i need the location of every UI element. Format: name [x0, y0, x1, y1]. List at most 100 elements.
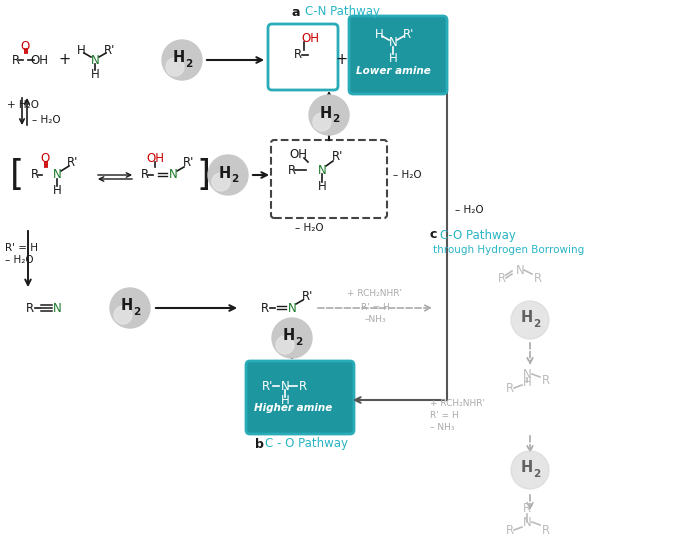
Text: R: R: [542, 523, 550, 536]
Text: N: N: [523, 516, 532, 528]
Circle shape: [166, 58, 184, 76]
Text: N: N: [53, 168, 62, 181]
Text: H: H: [173, 50, 185, 66]
Text: H: H: [320, 106, 332, 121]
Text: c: c: [430, 229, 438, 242]
Circle shape: [110, 288, 150, 328]
Text: R: R: [506, 523, 514, 536]
Text: N: N: [516, 264, 525, 277]
Text: R': R': [67, 156, 79, 168]
Text: R': R': [332, 151, 344, 163]
Text: C - O Pathway: C - O Pathway: [265, 437, 348, 450]
Text: H: H: [375, 27, 384, 41]
Text: H: H: [283, 328, 295, 344]
Text: R': R': [403, 27, 414, 41]
Text: R' = H: R' = H: [5, 243, 38, 253]
Circle shape: [511, 301, 549, 339]
Text: N: N: [281, 380, 289, 392]
Text: – H₂O: – H₂O: [5, 255, 34, 265]
FancyBboxPatch shape: [268, 24, 338, 90]
Text: C-O Pathway: C-O Pathway: [440, 229, 516, 242]
Text: 2: 2: [534, 469, 540, 479]
Text: R': R': [184, 157, 195, 169]
Text: – H₂O: – H₂O: [393, 170, 422, 180]
Text: N: N: [169, 168, 177, 181]
Text: N: N: [53, 301, 62, 315]
Text: R: R: [534, 271, 542, 284]
Text: –NH₃: –NH₃: [364, 316, 386, 324]
Text: R: R: [12, 54, 20, 66]
FancyBboxPatch shape: [246, 361, 354, 434]
Text: a: a: [292, 5, 300, 19]
FancyBboxPatch shape: [271, 140, 387, 218]
Text: R': R': [104, 44, 116, 58]
Text: R': R': [302, 289, 314, 302]
Text: R: R: [294, 49, 302, 61]
Text: R: R: [506, 381, 514, 395]
Text: H: H: [523, 375, 532, 389]
Circle shape: [515, 318, 532, 335]
Circle shape: [276, 336, 294, 354]
Text: O: O: [21, 39, 29, 53]
Text: R: R: [31, 168, 39, 181]
Text: +: +: [59, 53, 71, 67]
Text: 2: 2: [186, 59, 192, 69]
Text: 2: 2: [232, 174, 238, 184]
Circle shape: [114, 306, 132, 324]
Text: + RCH₂NHR': + RCH₂NHR': [347, 289, 403, 299]
Text: R: R: [299, 380, 307, 392]
Text: 2: 2: [332, 114, 340, 124]
Text: H: H: [121, 299, 133, 313]
Text: N: N: [288, 301, 297, 315]
Circle shape: [511, 451, 549, 489]
Text: +: +: [336, 53, 348, 67]
Text: ]: ]: [196, 158, 210, 192]
Text: Higher amine: Higher amine: [254, 403, 332, 413]
Circle shape: [272, 318, 312, 358]
Text: C-N Pathway: C-N Pathway: [305, 5, 380, 19]
Text: – NH₃: – NH₃: [430, 423, 455, 431]
Circle shape: [309, 95, 349, 135]
Text: H: H: [521, 460, 533, 476]
Text: + RCH₂NHR': + RCH₂NHR': [430, 398, 485, 408]
Text: OH: OH: [289, 149, 307, 162]
Text: R' = H: R' = H: [360, 304, 389, 312]
Text: N: N: [523, 368, 532, 380]
Text: b: b: [255, 437, 264, 450]
Text: N: N: [388, 37, 397, 49]
Text: – H₂O: – H₂O: [295, 223, 323, 233]
Text: N: N: [90, 54, 99, 66]
Text: OH: OH: [301, 31, 319, 44]
Text: O: O: [40, 152, 49, 165]
FancyBboxPatch shape: [349, 16, 447, 94]
Text: R: R: [523, 501, 531, 515]
Text: R: R: [288, 163, 296, 176]
Text: R: R: [261, 301, 269, 315]
Circle shape: [313, 113, 331, 131]
Text: H: H: [281, 395, 289, 408]
Text: H: H: [388, 52, 397, 65]
Circle shape: [208, 155, 248, 195]
Circle shape: [515, 468, 532, 485]
Text: H: H: [90, 67, 99, 81]
Text: 2: 2: [534, 319, 540, 329]
Text: R: R: [498, 271, 506, 284]
Text: 2: 2: [134, 307, 140, 317]
Text: 2: 2: [295, 337, 303, 347]
Text: N: N: [318, 163, 326, 176]
Text: – H₂O: – H₂O: [32, 115, 61, 125]
Text: H: H: [318, 180, 326, 192]
Text: Lower amine: Lower amine: [356, 66, 430, 76]
Text: R: R: [542, 374, 550, 386]
Text: R: R: [141, 168, 149, 181]
Text: OH: OH: [30, 54, 48, 66]
Text: R' = H: R' = H: [430, 410, 459, 420]
Circle shape: [162, 40, 202, 80]
Text: [: [: [10, 158, 24, 192]
Circle shape: [212, 173, 230, 191]
Text: H: H: [77, 44, 86, 58]
Text: OH: OH: [146, 152, 164, 165]
Text: + H₂O: + H₂O: [7, 100, 39, 110]
Text: R: R: [26, 301, 34, 315]
Text: through Hydrogen Borrowing: through Hydrogen Borrowing: [433, 245, 584, 255]
